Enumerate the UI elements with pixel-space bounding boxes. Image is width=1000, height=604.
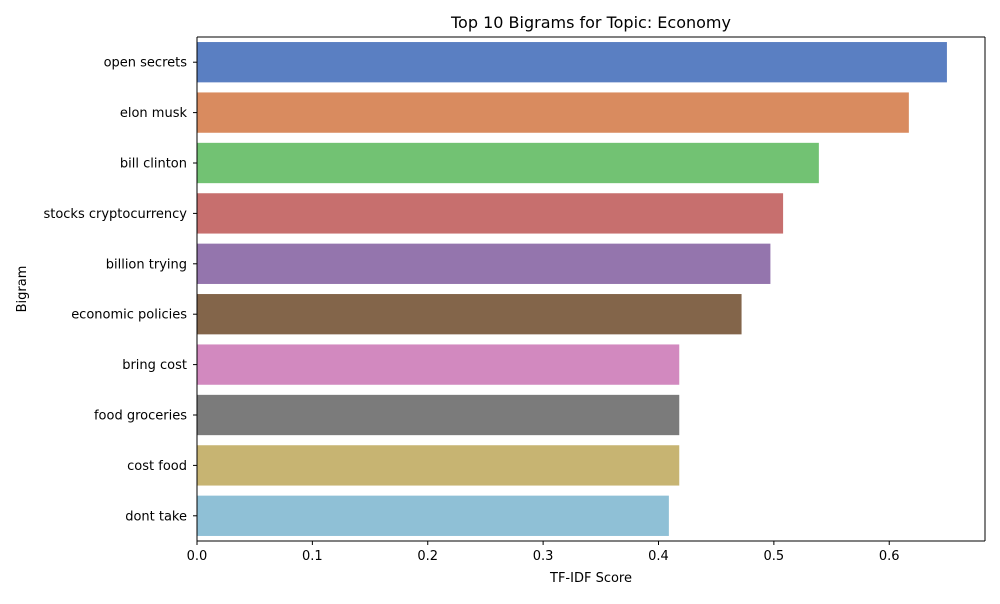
- y-axis-label: Bigram: [15, 266, 30, 313]
- x-tick-label: 0.2: [417, 549, 438, 564]
- bar-cost-food: [197, 445, 680, 486]
- x-tick-label: 0.3: [533, 549, 554, 564]
- bars-group: [197, 42, 947, 536]
- y-tick-label: economic policies: [71, 308, 187, 323]
- y-axis-ticks: open secrets elon musk bill clinton stocks …: [43, 56, 197, 524]
- bar-stocks-cryptocurrency: [197, 193, 784, 234]
- y-tick-label: dont take: [125, 509, 187, 524]
- y-tick-label: billion trying: [106, 257, 187, 272]
- y-tick-label: cost food: [127, 459, 187, 474]
- y-tick-label: bill clinton: [120, 157, 187, 172]
- x-tick-label: 0.0: [187, 549, 208, 564]
- y-tick-label: food groceries: [94, 409, 187, 424]
- bar-bring-cost: [197, 344, 680, 385]
- bar-economic-policies: [197, 294, 742, 335]
- x-axis-label: TF-IDF Score: [549, 571, 632, 586]
- y-tick-label: bring cost: [122, 358, 187, 373]
- bar-food-groceries: [197, 394, 680, 436]
- bar-dont-take: [197, 495, 669, 536]
- bar-elon-musk: [197, 92, 909, 133]
- chart-title: Top 10 Bigrams for Topic: Economy: [450, 13, 731, 32]
- y-tick-label: elon musk: [120, 106, 188, 121]
- x-tick-label: 0.4: [648, 549, 669, 564]
- x-axis-ticks: 0.0 0.1 0.2 0.3 0.4 0.5 0.6: [187, 541, 900, 564]
- y-tick-label: open secrets: [104, 56, 188, 71]
- x-tick-label: 0.6: [879, 549, 900, 564]
- x-tick-label: 0.5: [764, 549, 785, 564]
- bar-billion-trying: [197, 243, 771, 284]
- bar-bill-clinton: [197, 142, 819, 184]
- bar-open-secrets: [197, 42, 947, 83]
- x-tick-label: 0.1: [302, 549, 323, 564]
- y-tick-label: stocks cryptocurrency: [43, 207, 187, 222]
